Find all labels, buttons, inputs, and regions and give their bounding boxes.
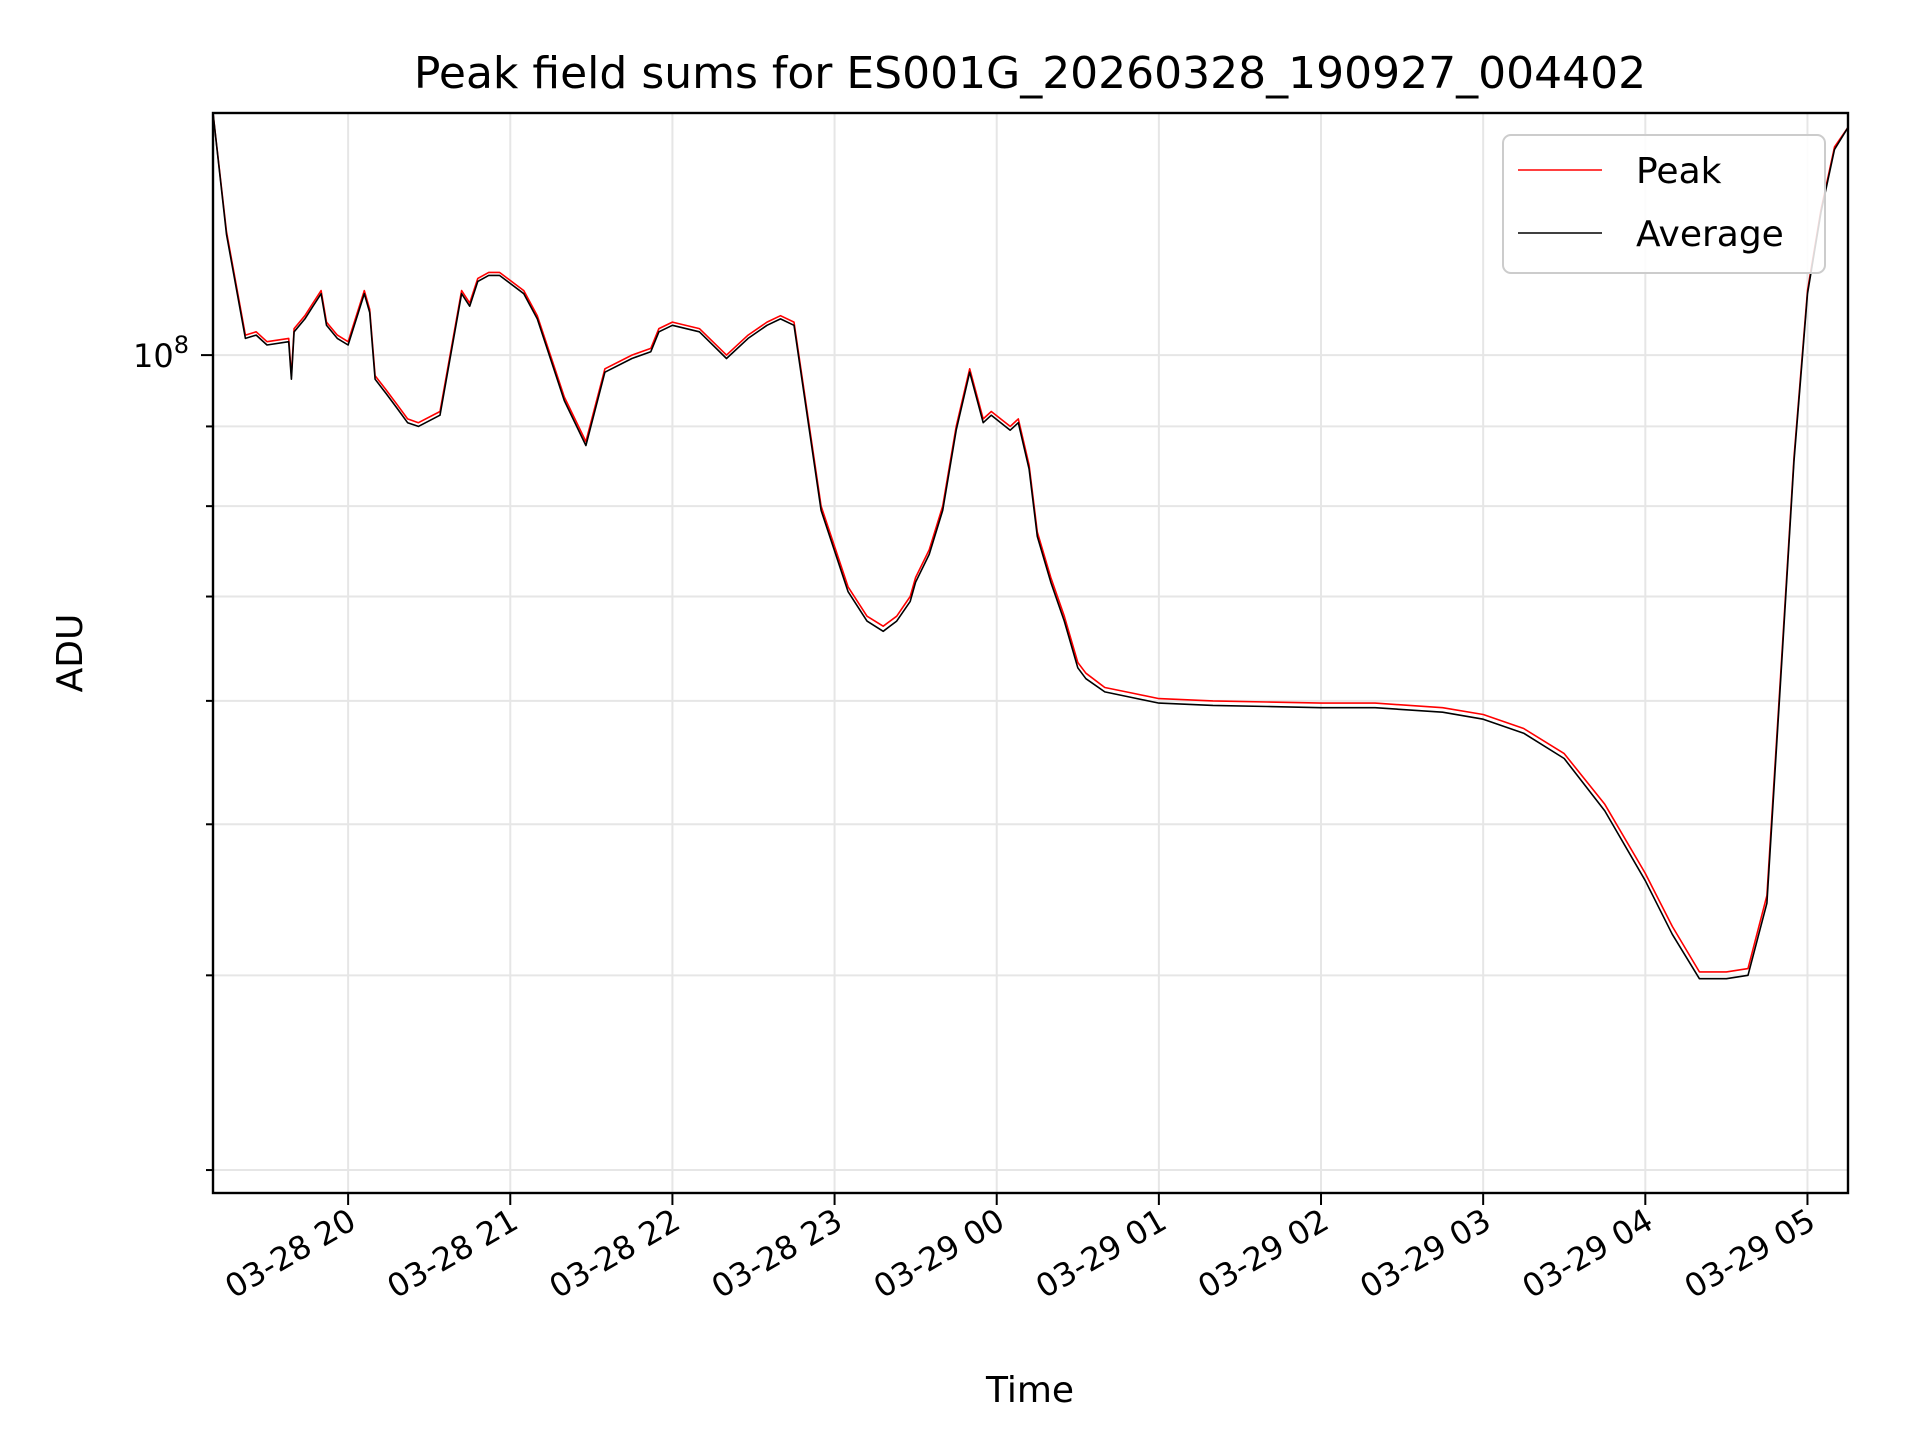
y-tick-label: 108 xyxy=(133,331,189,375)
y-axis-label: ADU xyxy=(50,614,91,693)
plot-frame xyxy=(211,111,1850,1195)
legend-label-peak: Peak xyxy=(1636,151,1722,192)
chart-title: Peak field sums for ES001G_20260328_1909… xyxy=(414,48,1646,99)
series-line-average xyxy=(212,112,1849,980)
legend-label-average: Average xyxy=(1636,214,1784,255)
legend: Peak Average xyxy=(1502,134,1826,274)
x-axis-label: Time xyxy=(985,1370,1074,1411)
series-line-peak xyxy=(212,112,1849,973)
series-layer xyxy=(212,112,1849,980)
grid xyxy=(213,113,1848,1193)
